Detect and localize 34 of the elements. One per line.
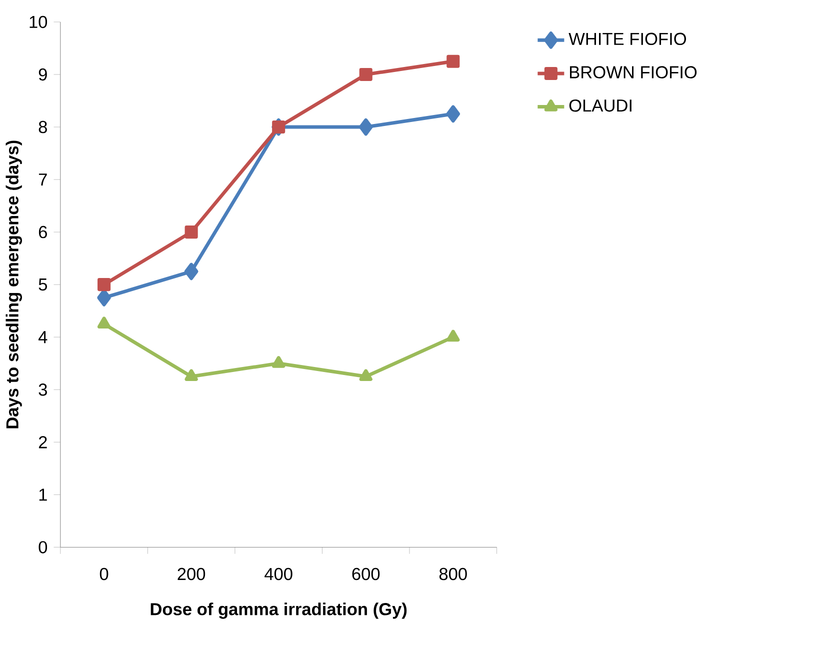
x-tick-label: 400 — [264, 568, 292, 580]
point — [97, 289, 111, 306]
point — [446, 54, 460, 68]
point — [446, 105, 460, 123]
y-tick-label: 3 — [38, 383, 47, 396]
x-tick-label: 0 — [100, 568, 108, 580]
y-axis-title: Days to seedling emergence (days) — [6, 140, 22, 428]
point — [272, 356, 286, 368]
point — [358, 118, 373, 136]
x-tick-label: 800 — [439, 568, 467, 580]
point — [446, 330, 460, 342]
y-tick-label: 4 — [38, 331, 48, 344]
y-tick-label: 7 — [38, 174, 47, 186]
point — [98, 278, 111, 292]
y-tick-label: 0 — [38, 541, 48, 554]
legend-label: BROWN FIOFIO — [570, 66, 697, 78]
point — [184, 226, 198, 239]
y-tick-label: 6 — [38, 226, 47, 238]
legend-label: WHITE FIOFIO — [568, 32, 686, 46]
point — [184, 369, 198, 381]
y-tick-label: 8 — [38, 120, 47, 134]
x-axis-title: Dose of gamma irradiation (Gy) — [150, 602, 407, 619]
x-tick-label: 200 — [178, 568, 206, 580]
legend-label: OLAUDI — [569, 99, 632, 112]
y-tick-label: 2 — [38, 436, 47, 448]
point — [359, 369, 372, 381]
point — [359, 68, 372, 81]
y-tick-label: 1 — [39, 488, 47, 501]
y-tick-label: 9 — [38, 68, 47, 81]
x-tick-label: 600 — [352, 568, 380, 580]
y-tick-label: 10 — [30, 16, 48, 28]
point — [184, 262, 198, 280]
y-tick-label: 5 — [38, 278, 47, 291]
point — [97, 316, 111, 328]
